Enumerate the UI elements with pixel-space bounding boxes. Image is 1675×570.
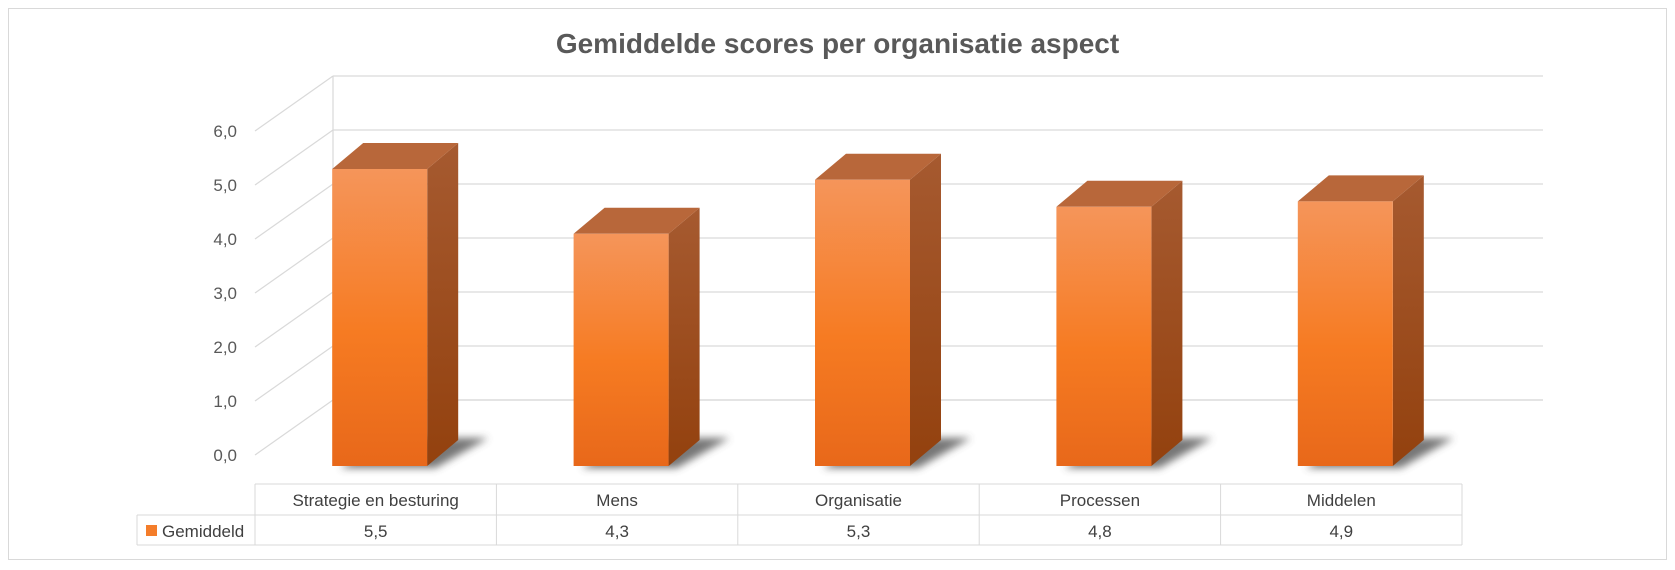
bar-side-face [1151, 180, 1183, 467]
bar-side-face [910, 153, 941, 467]
data-table: Strategie en besturing 5,5 Mens 4,3 Organisa… [136, 483, 1463, 546]
gridline-side [254, 345, 334, 402]
bar-side-face [1392, 175, 1424, 466]
gridline-side [254, 237, 334, 294]
bar-top-face [1056, 180, 1183, 207]
gridline-side [254, 291, 334, 348]
bar-top-face [1297, 175, 1424, 202]
y-tick-label: 0,0 [213, 446, 237, 465]
gridline-side [254, 129, 334, 186]
y-tick-label: 1,0 [213, 392, 237, 411]
data-value-label: 4,9 [1329, 522, 1353, 541]
bar-side-face [427, 143, 459, 466]
bar-top-face [573, 207, 700, 234]
bar-side-face [668, 207, 700, 467]
chart-title: Gemiddelde scores per organisatie aspect [555, 28, 1120, 59]
x-category-label: Processen [1060, 491, 1140, 510]
x-category-label: Strategie en besturing [293, 491, 459, 510]
y-tick-label: 5,0 [213, 176, 237, 195]
data-value-label: 4,8 [1088, 522, 1112, 541]
y-tick-label: 3,0 [213, 284, 237, 303]
bar-front-face [573, 233, 669, 466]
bar-layer [332, 143, 1424, 467]
bar-front-face [815, 179, 910, 467]
bar-front-face [1056, 206, 1152, 467]
bar-front-face [332, 169, 428, 466]
y-tick-label: 4,0 [213, 230, 237, 249]
y-tick-label: 6,0 [213, 122, 237, 141]
legend-label: Gemiddeld [162, 522, 244, 541]
bar-top-face [332, 143, 459, 169]
x-category-label: Middelen [1307, 491, 1376, 510]
y-tick-label: 2,0 [213, 338, 237, 357]
bar-front-face [1297, 201, 1393, 466]
data-value-label: 4,3 [605, 522, 629, 541]
data-value-label: 5,5 [364, 522, 388, 541]
x-category-label: Organisatie [815, 491, 902, 510]
bar-top-face [815, 153, 941, 180]
gridline-side [254, 399, 334, 456]
legend-swatch [146, 525, 157, 536]
gridline-side [254, 75, 334, 132]
data-value-label: 5,3 [847, 522, 871, 541]
x-category-label: Mens [596, 491, 638, 510]
gridline-side [254, 183, 334, 240]
